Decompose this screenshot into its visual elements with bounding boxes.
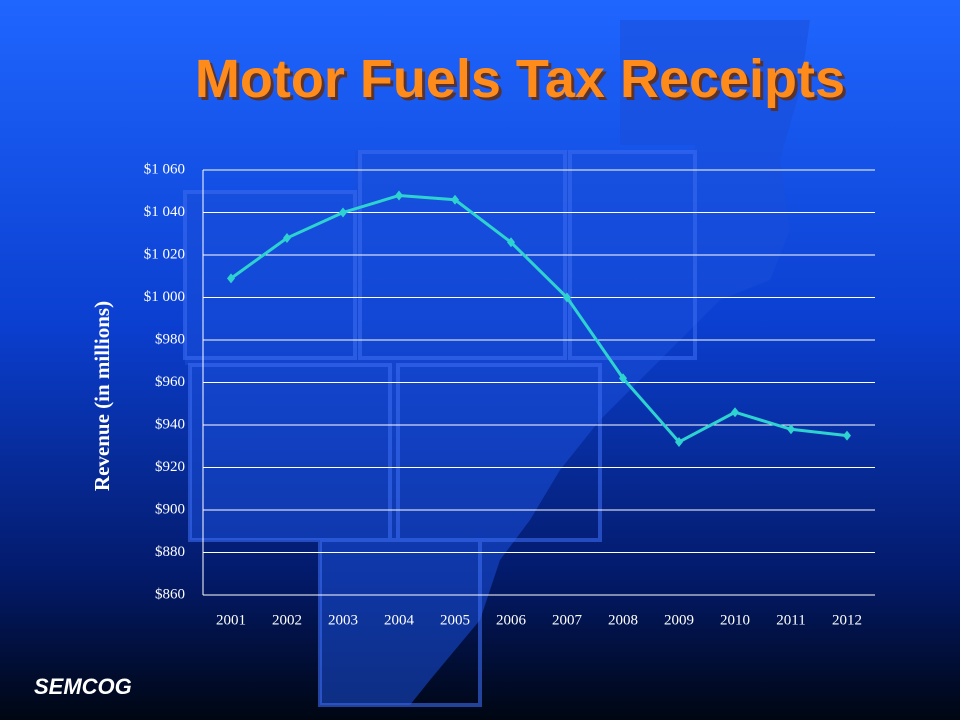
logo: SEMCOG: [34, 674, 132, 699]
chart-title: Motor Fuels Tax Receipts: [195, 49, 845, 109]
data-point: [731, 407, 739, 418]
data-point: [227, 273, 235, 284]
y-tick-label: $1 060: [144, 161, 185, 177]
x-tick-label: 2005: [440, 612, 470, 628]
y-tick-label: $940: [155, 416, 185, 432]
y-tick-label: $920: [155, 459, 185, 475]
x-tick-label: 2010: [720, 612, 750, 628]
y-tick-label: $880: [155, 544, 185, 560]
x-tick-label: 2011: [776, 612, 805, 628]
plot: $860 $880 $900 $920 $940 $960 $980 $1 000 $1 020…: [144, 161, 875, 628]
data-point: [507, 237, 515, 248]
x-tick-label: 2002: [272, 612, 302, 628]
y-tick-label: $1 040: [144, 204, 185, 220]
x-tick-label: 2001: [216, 612, 246, 628]
data-point: [675, 437, 683, 447]
data-point: [339, 207, 347, 218]
county-lines: [183, 150, 697, 707]
y-tick-label: $1 000: [144, 289, 185, 305]
y-tick-label: $960: [155, 374, 185, 390]
x-tick-label: 2008: [608, 612, 638, 628]
x-tick-label: 2003: [328, 612, 358, 628]
data-point: [843, 430, 851, 441]
y-axis-title: Revenue (in millions): [90, 301, 114, 491]
data-point: [787, 424, 795, 435]
data-point: [563, 292, 571, 303]
x-tick-label: 2006: [496, 612, 527, 628]
x-tick-label: 2009: [664, 612, 694, 628]
x-tick-label: 2012: [832, 612, 862, 628]
title-shadow: Motor Fuels Tax Receipts: [198, 52, 848, 112]
y-tick-label: $860: [155, 586, 185, 602]
y-tick-label: $900: [155, 501, 185, 517]
data-point: [451, 194, 459, 205]
data-point: [619, 373, 627, 384]
map-silhouette: [185, 20, 810, 705]
data-point: [283, 233, 291, 243]
y-tick-label: $1 020: [144, 246, 185, 262]
x-tick-label: 2007: [552, 612, 583, 628]
y-tick-label: $980: [155, 331, 185, 347]
x-tick-label: 2004: [384, 612, 415, 628]
data-point: [395, 190, 403, 201]
series-line: [230, 193, 848, 444]
